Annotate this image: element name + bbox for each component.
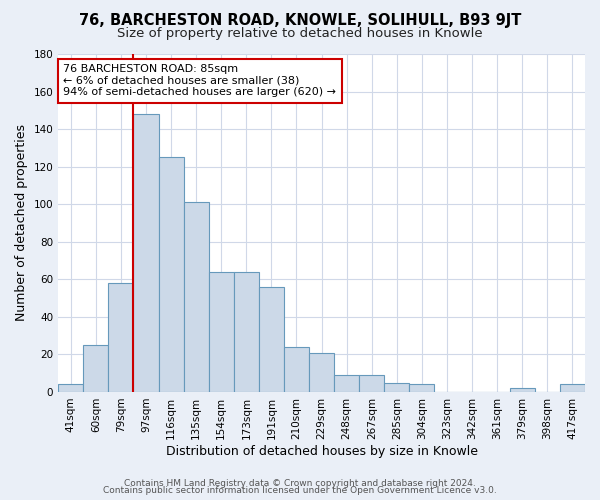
- Text: Size of property relative to detached houses in Knowle: Size of property relative to detached ho…: [117, 28, 483, 40]
- Bar: [409, 384, 434, 392]
- Bar: [359, 375, 385, 392]
- Y-axis label: Number of detached properties: Number of detached properties: [15, 124, 28, 322]
- Bar: [259, 287, 284, 392]
- Text: 76, BARCHESTON ROAD, KNOWLE, SOLIHULL, B93 9JT: 76, BARCHESTON ROAD, KNOWLE, SOLIHULL, B…: [79, 12, 521, 28]
- Bar: [184, 202, 209, 392]
- Bar: [510, 388, 535, 392]
- Bar: [334, 375, 359, 392]
- Bar: [58, 384, 83, 392]
- Bar: [234, 272, 259, 392]
- Bar: [309, 352, 334, 392]
- Bar: [560, 384, 585, 392]
- Text: Contains public sector information licensed under the Open Government Licence v3: Contains public sector information licen…: [103, 486, 497, 495]
- Text: Contains HM Land Registry data © Crown copyright and database right 2024.: Contains HM Land Registry data © Crown c…: [124, 478, 476, 488]
- Bar: [385, 382, 409, 392]
- Bar: [284, 347, 309, 392]
- Bar: [109, 283, 133, 392]
- Bar: [133, 114, 158, 392]
- Text: 76 BARCHESTON ROAD: 85sqm
← 6% of detached houses are smaller (38)
94% of semi-d: 76 BARCHESTON ROAD: 85sqm ← 6% of detach…: [64, 64, 337, 98]
- Bar: [209, 272, 234, 392]
- Bar: [83, 345, 109, 392]
- X-axis label: Distribution of detached houses by size in Knowle: Distribution of detached houses by size …: [166, 444, 478, 458]
- Bar: [158, 158, 184, 392]
